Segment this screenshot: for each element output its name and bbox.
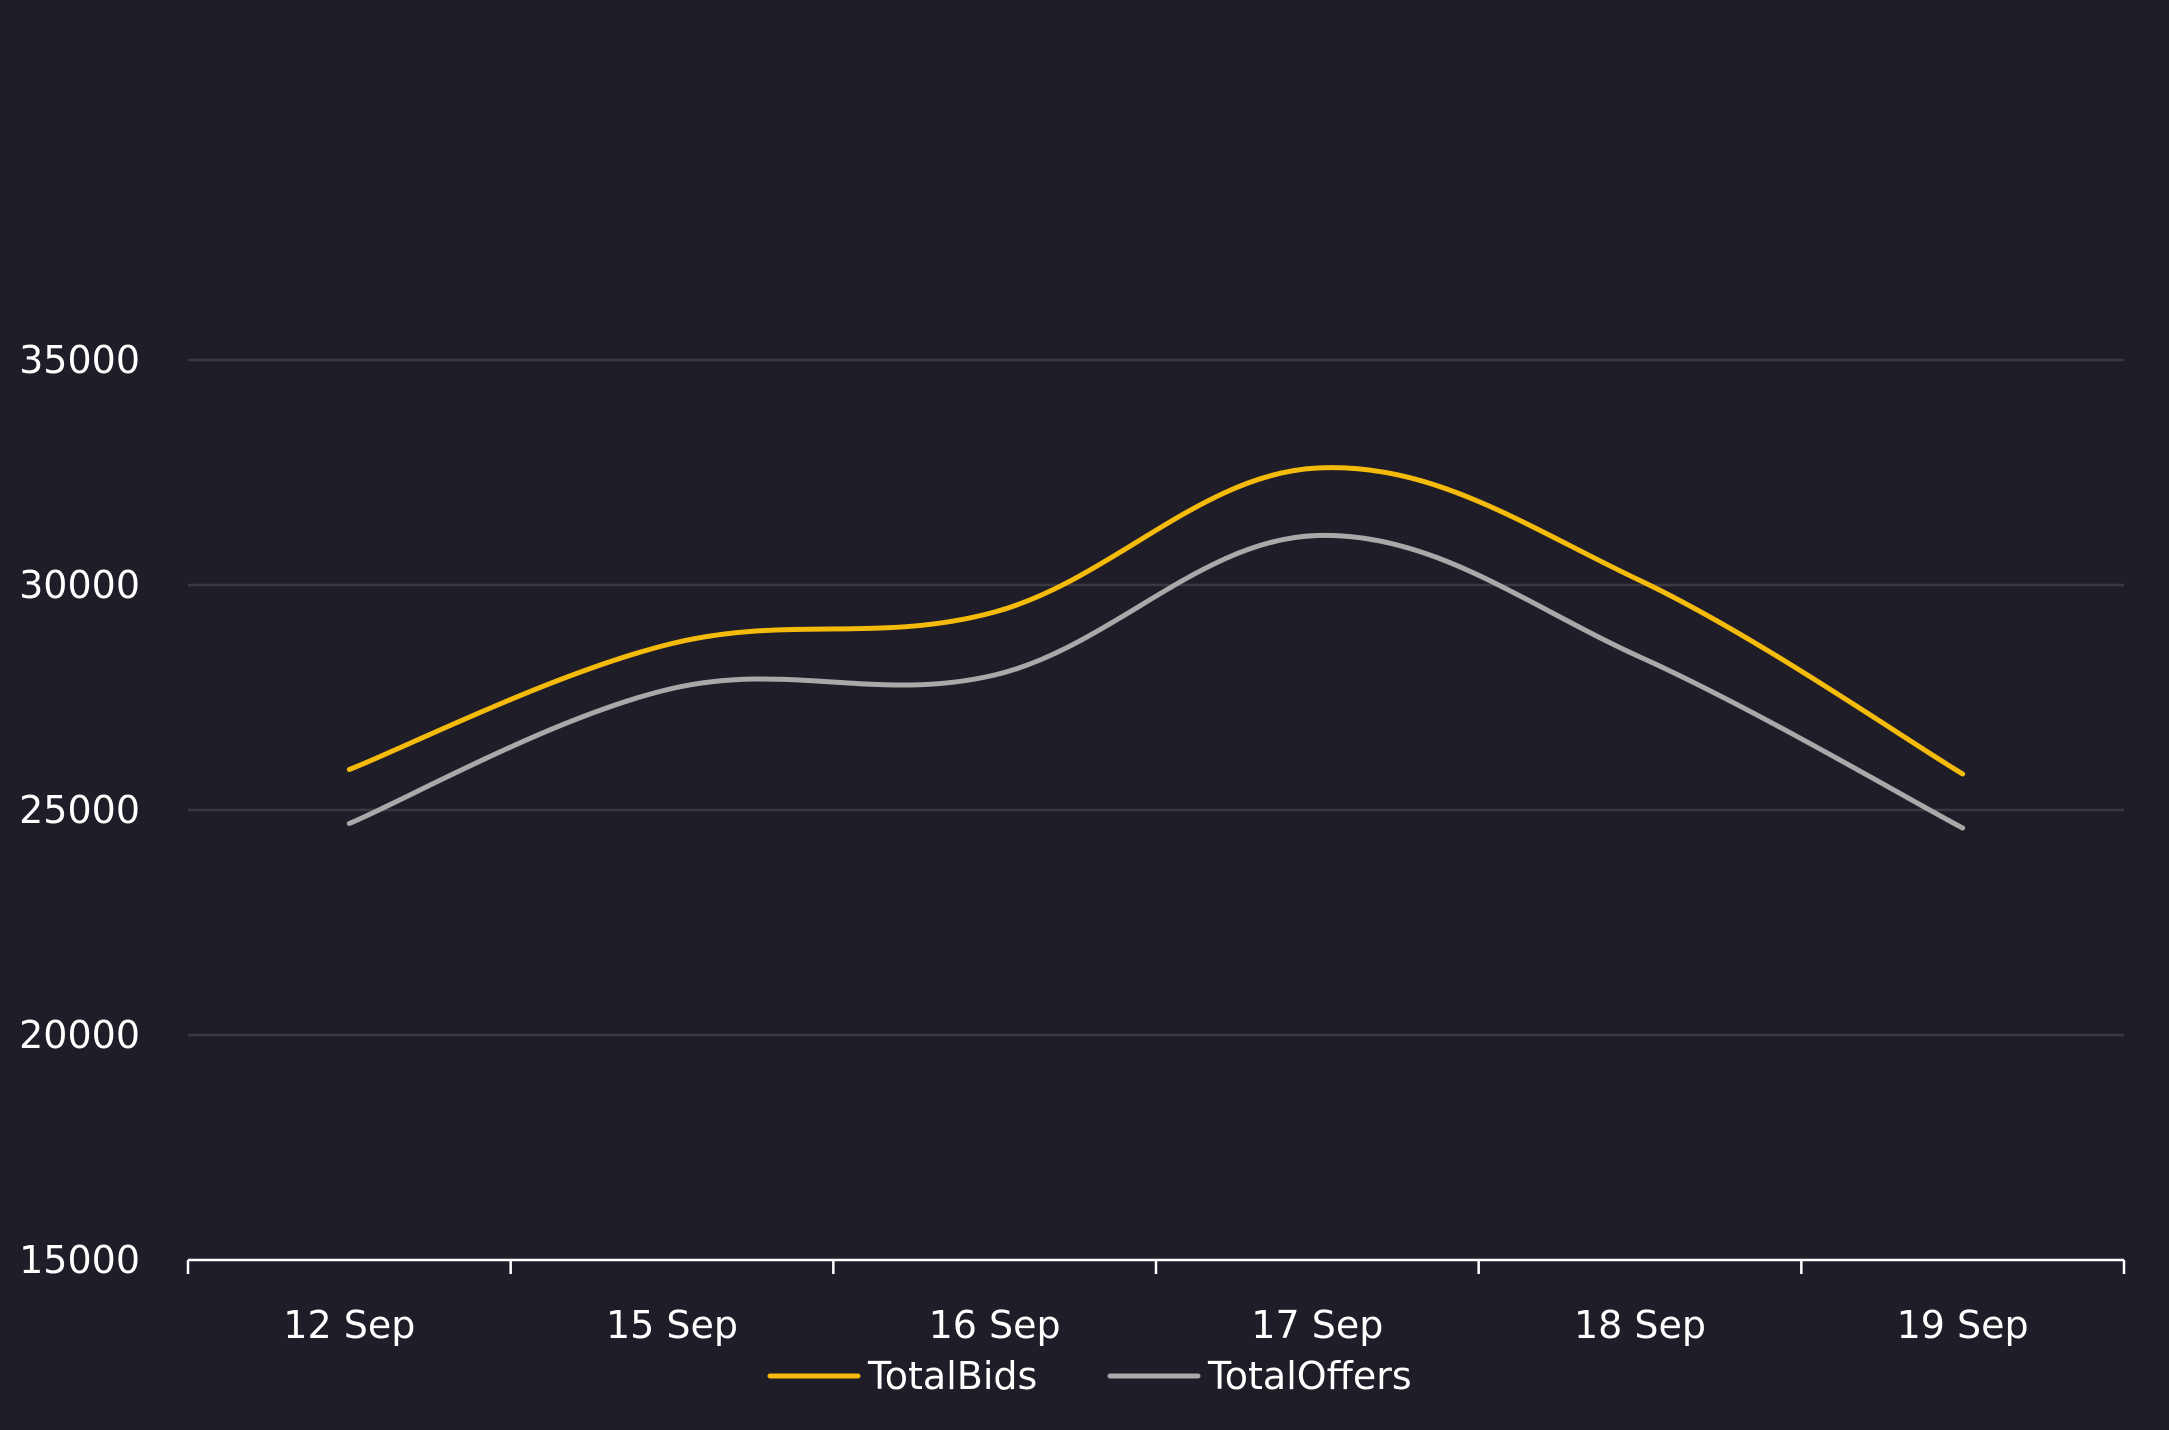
y-tick-label: 15000: [19, 1238, 140, 1282]
x-tick-label: 17 Sep: [1251, 1303, 1383, 1347]
y-tick-label: 35000: [19, 338, 140, 382]
y-tick-label: 30000: [19, 563, 140, 607]
legend-item: TotalBids: [767, 1354, 1037, 1398]
y-tick-label: 20000: [19, 1013, 140, 1057]
x-tick-label: 12 Sep: [283, 1303, 415, 1347]
x-tick-label: 19 Sep: [1897, 1303, 2029, 1347]
series-line-totalbids: [346, 465, 1966, 777]
legend-item: TotalOffers: [1107, 1354, 1412, 1398]
x-axis-labels: 12 Sep 15 Sep 16 Sep 17 Sep 18 Sep 19 Sep: [283, 1303, 2028, 1347]
series-lines: [346, 465, 1966, 831]
x-tick-label: 16 Sep: [929, 1303, 1061, 1347]
legend: TotalBids TotalOffers: [767, 1354, 1412, 1398]
x-tick-label: 18 Sep: [1574, 1303, 1706, 1347]
x-axis: [186, 1258, 2126, 1274]
x-tick-label: 15 Sep: [606, 1303, 738, 1347]
legend-label: TotalOffers: [1207, 1354, 1412, 1398]
y-tick-label: 25000: [19, 788, 140, 832]
legend-label: TotalBids: [867, 1354, 1037, 1398]
y-axis-labels: 15000 20000 25000 30000 35000: [19, 338, 140, 1282]
series-line-totaloffers: [346, 532, 1966, 831]
grid-lines: [188, 358, 2124, 1037]
